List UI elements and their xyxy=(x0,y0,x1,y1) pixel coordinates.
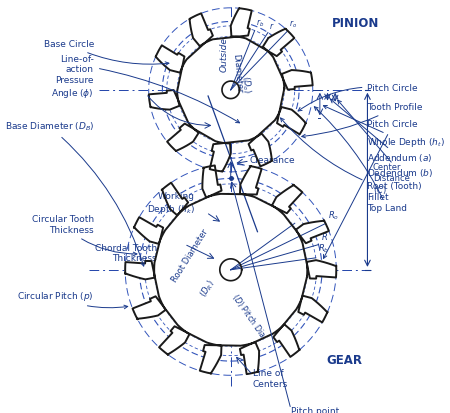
Text: Tooth Profile: Tooth Profile xyxy=(302,103,423,138)
Text: Whole Depth $(h_t)$: Whole Depth $(h_t)$ xyxy=(324,105,446,150)
Text: Root (Tooth)
Fillet: Root (Tooth) Fillet xyxy=(280,118,422,202)
Text: $(D_R)$: $(D_R)$ xyxy=(198,278,218,300)
Text: Pitch point: Pitch point xyxy=(291,408,339,413)
Text: $(D_o)$: $(D_o)$ xyxy=(239,75,253,94)
Polygon shape xyxy=(125,166,336,374)
Text: Pitch Circle: Pitch Circle xyxy=(324,120,418,259)
Text: Clearance: Clearance xyxy=(250,157,296,166)
Text: PINION: PINION xyxy=(332,17,379,30)
Text: Root Diameter: Root Diameter xyxy=(170,228,210,284)
Text: Center
Distance
$(C)$: Center Distance $(C)$ xyxy=(373,163,410,197)
Text: Circular Tooth
Thickness: Circular Tooth Thickness xyxy=(32,215,137,256)
Text: Addendum $(a)$: Addendum $(a)$ xyxy=(330,99,433,164)
Text: $r_o$: $r_o$ xyxy=(289,18,297,30)
Text: Chordal Tooth
Thickness: Chordal Tooth Thickness xyxy=(95,244,157,263)
Text: Line-of-
action: Line-of- action xyxy=(60,55,239,123)
Text: $R_b$: $R_b$ xyxy=(319,242,330,255)
Text: Pressure
Angle $(\phi)$: Pressure Angle $(\phi)$ xyxy=(51,76,94,100)
Text: $(D)$ Pitch Dia.: $(D)$ Pitch Dia. xyxy=(230,291,270,342)
Text: $r$: $r$ xyxy=(269,21,274,31)
Text: $R$: $R$ xyxy=(321,231,328,242)
Text: Base Circle: Base Circle xyxy=(44,40,169,65)
Text: Pitch Circle: Pitch Circle xyxy=(298,84,418,111)
Text: Dedendum $(b)$: Dedendum $(b)$ xyxy=(338,100,434,179)
Text: GEAR: GEAR xyxy=(326,354,362,367)
Text: Base Diameter $(D_B)$: Base Diameter $(D_B)$ xyxy=(4,120,144,266)
Text: Diameter: Diameter xyxy=(231,53,243,93)
Polygon shape xyxy=(149,8,313,171)
Text: $r_b$: $r_b$ xyxy=(256,18,264,29)
Text: Outside: Outside xyxy=(220,37,229,72)
Text: Circular Pitch $(p)$: Circular Pitch $(p)$ xyxy=(18,290,128,309)
Text: Line of
Centers: Line of Centers xyxy=(252,370,288,389)
Text: $R_o$: $R_o$ xyxy=(328,209,339,222)
Text: Top Land: Top Land xyxy=(315,107,407,213)
Text: Working
Depth $(h_k)$: Working Depth $(h_k)$ xyxy=(147,192,195,216)
